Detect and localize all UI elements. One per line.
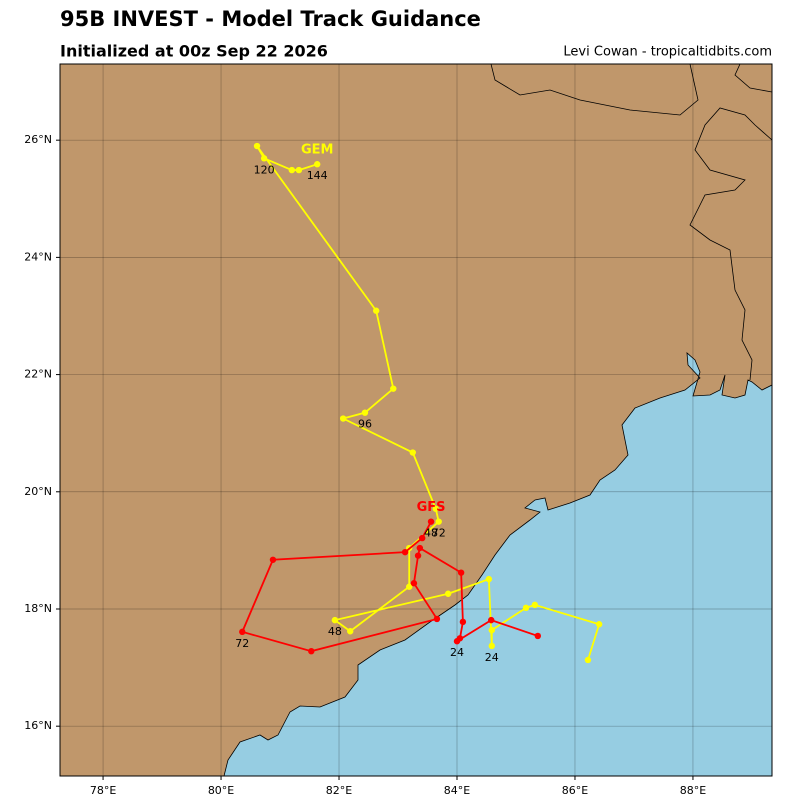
track-point <box>260 155 268 162</box>
forecast-hour-label: 48 <box>424 527 438 540</box>
subtitle: Initialized at 00z Sep 22 2026 <box>60 42 328 61</box>
track-point <box>488 642 496 650</box>
y-tick-label: 26°N <box>24 133 52 146</box>
track-point <box>531 601 539 609</box>
forecast-hour-label: 24 <box>485 651 499 664</box>
track-point <box>595 621 603 628</box>
x-tick-label: 80°E <box>208 784 234 797</box>
track-point <box>253 142 261 150</box>
track-point <box>390 385 397 392</box>
track-point <box>372 307 380 314</box>
track-point <box>485 575 493 583</box>
track-point <box>432 505 439 512</box>
track-point <box>401 548 409 556</box>
track-point <box>584 656 592 664</box>
y-tick-label: 16°N <box>24 719 52 732</box>
credit: Levi Cowan - tropicaltidbits.com <box>563 45 772 60</box>
y-tick-label: 22°N <box>24 368 52 381</box>
model-name: GFS <box>417 500 446 515</box>
track-point <box>416 544 424 552</box>
track-point <box>331 616 339 624</box>
frame <box>59 63 773 777</box>
track-point <box>456 635 464 642</box>
track-point <box>457 569 465 576</box>
forecast-hour-label: 48 <box>328 625 342 638</box>
forecast-hour-label: 96 <box>358 418 372 431</box>
forecast-hour-label: 120 <box>254 163 275 176</box>
track-point <box>459 618 467 626</box>
track-point <box>239 628 246 636</box>
border <box>490 64 772 381</box>
model-name: GEM <box>301 143 334 158</box>
x-tick-label: 82°E <box>326 784 352 797</box>
track-point <box>427 518 435 525</box>
track-point <box>414 552 422 559</box>
track-point <box>308 647 315 655</box>
x-tick-label: 86°E <box>562 784 588 797</box>
track-point <box>410 580 418 587</box>
x-tick-label: 84°E <box>444 784 470 797</box>
forecast-hour-label: 144 <box>307 169 328 182</box>
title: 95B INVEST - Model Track Guidance <box>60 7 481 31</box>
forecast-hour-label: 72 <box>432 527 446 540</box>
track-point <box>295 166 303 174</box>
track-point <box>313 161 321 168</box>
track-point <box>339 415 347 422</box>
track-point <box>534 632 542 640</box>
track-point <box>288 166 296 174</box>
y-tick-label: 20°N <box>24 485 52 498</box>
track-point <box>488 626 496 634</box>
forecast-hour-label: 72 <box>235 637 249 650</box>
track-point <box>435 518 442 525</box>
water <box>223 352 772 776</box>
track-point <box>361 409 369 416</box>
basemap <box>60 64 772 776</box>
track-point <box>406 583 413 590</box>
track-point <box>347 628 354 635</box>
track-point <box>409 449 416 456</box>
track-point <box>522 604 530 612</box>
track-point <box>433 615 441 623</box>
track-point <box>418 534 426 542</box>
track-point <box>269 556 277 563</box>
track-point <box>444 590 452 597</box>
x-tick-label: 78°E <box>90 784 116 797</box>
y-tick-label: 18°N <box>24 602 52 615</box>
forecast-hour-label: 24 <box>450 646 464 659</box>
track-point <box>488 616 495 624</box>
y-tick-label: 24°N <box>24 250 52 263</box>
x-tick-label: 88°E <box>680 784 706 797</box>
